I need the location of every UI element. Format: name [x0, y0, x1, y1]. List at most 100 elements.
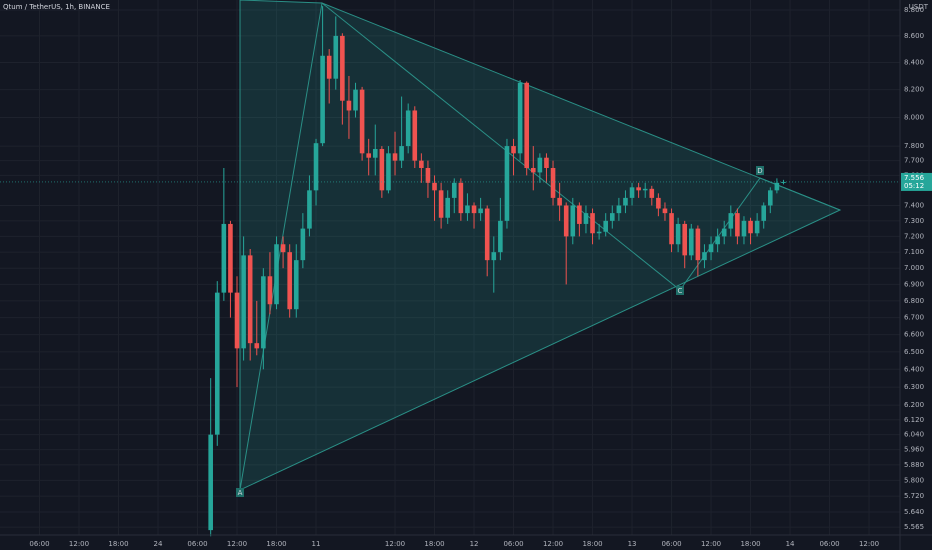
candle-body	[353, 89, 358, 111]
candle-body	[313, 143, 319, 191]
candle-body	[254, 343, 260, 349]
candle-body	[241, 255, 246, 349]
y-tick-label: 6.300	[904, 383, 924, 391]
candle-body	[675, 223, 681, 245]
candle-body	[656, 197, 661, 209]
candle-body	[524, 82, 530, 168]
pattern-point-a	[236, 488, 244, 497]
x-tick-label: 12	[470, 540, 479, 548]
y-tick-label: 6.200	[904, 401, 924, 409]
x-tick-label: 18:00	[424, 540, 444, 548]
y-tick-label: 6.600	[904, 331, 924, 339]
x-tick-label: 14	[786, 540, 795, 548]
candle-body	[261, 276, 266, 349]
x-tick-label: 24	[154, 540, 163, 548]
last-price-tag	[901, 172, 932, 191]
chart-title: Qtum / TetherUS, 1h, BINANCE	[3, 3, 110, 11]
candle-body	[708, 244, 714, 253]
y-tick-label: 5.800	[904, 476, 924, 484]
candle-body	[221, 223, 227, 293]
candle-body	[774, 182, 780, 191]
candle-body	[208, 434, 213, 531]
candle-body	[478, 208, 483, 214]
x-tick-label: 06:00	[503, 540, 523, 548]
x-tick-label: 12:00	[859, 540, 879, 548]
y-tick-label: 7.800	[904, 142, 924, 150]
candle-body	[577, 205, 582, 224]
candle-body	[267, 276, 273, 305]
countdown-label: 05:12	[904, 182, 924, 190]
candle-body	[570, 205, 576, 237]
last-price-label: 7.556	[904, 174, 925, 182]
candle-body	[715, 236, 720, 245]
candle-body	[491, 252, 497, 261]
candle-body	[662, 208, 668, 214]
candle-body	[320, 55, 325, 144]
y-tick-label: 7.400	[904, 201, 924, 209]
candle-body	[484, 208, 490, 261]
x-tick-label: 18:00	[108, 540, 128, 548]
y-tick-label: 8.600	[904, 32, 924, 40]
pattern-point-c	[676, 286, 684, 295]
candle-body	[366, 153, 371, 158]
candle-body	[432, 182, 437, 191]
x-tick-label: 06:00	[819, 540, 839, 548]
candle-body	[372, 148, 378, 158]
x-tick-label: 12:00	[227, 540, 247, 548]
candle-body	[326, 55, 332, 79]
candle-body	[399, 146, 404, 161]
candle-body	[405, 110, 411, 147]
candle-body	[412, 110, 418, 161]
candle-body	[274, 244, 279, 305]
candle-body	[498, 220, 503, 253]
candle-body	[465, 205, 470, 214]
candle-body	[603, 220, 609, 232]
pattern-point-d	[756, 166, 764, 175]
candle-body	[616, 205, 622, 214]
candle-body	[307, 190, 312, 229]
candle-body	[228, 223, 233, 293]
candle-body	[550, 167, 556, 198]
y-tick-label: 5.960	[904, 446, 924, 454]
y-tick-label: 6.900	[904, 280, 924, 288]
candle-body	[721, 228, 727, 237]
y-tick-label: 6.400	[904, 365, 924, 373]
candle-body	[517, 82, 523, 154]
candle-body	[642, 188, 648, 191]
y-tick-label: 6.500	[904, 348, 924, 356]
y-tick-label: 7.100	[904, 248, 924, 256]
y-tick-label: 7.000	[904, 264, 924, 272]
candle-body	[511, 146, 516, 154]
candle-body	[425, 167, 431, 183]
candle-body	[537, 157, 543, 173]
candle-body	[735, 213, 740, 237]
candle-body	[781, 181, 786, 183]
candle-body	[629, 187, 635, 198]
candle-body	[767, 190, 773, 206]
y-tick-label: 6.040	[904, 431, 924, 439]
candle-body	[609, 213, 615, 221]
y-tick-label: 8.200	[904, 86, 924, 94]
candle-body	[649, 188, 655, 198]
y-tick-label: 8.000	[904, 114, 924, 122]
y-axis-label: USDT	[909, 3, 929, 11]
candle-body	[669, 213, 674, 245]
x-tick-label: 12:00	[701, 540, 721, 548]
candle-body	[340, 35, 345, 101]
candle-body	[636, 187, 641, 191]
candle-body	[247, 255, 253, 344]
y-tick-label: 8.400	[904, 58, 924, 66]
x-tick-label: 06:00	[187, 540, 207, 548]
y-tick-label: 6.700	[904, 314, 924, 322]
candle-body	[234, 292, 240, 349]
x-tick-label: 12:00	[69, 540, 89, 548]
candle-body	[596, 231, 602, 234]
x-tick-label: 13	[628, 540, 637, 548]
candle-body	[386, 153, 391, 191]
candle-body	[590, 213, 595, 234]
y-tick-label: 5.720	[904, 492, 924, 500]
candle-body	[471, 205, 477, 214]
